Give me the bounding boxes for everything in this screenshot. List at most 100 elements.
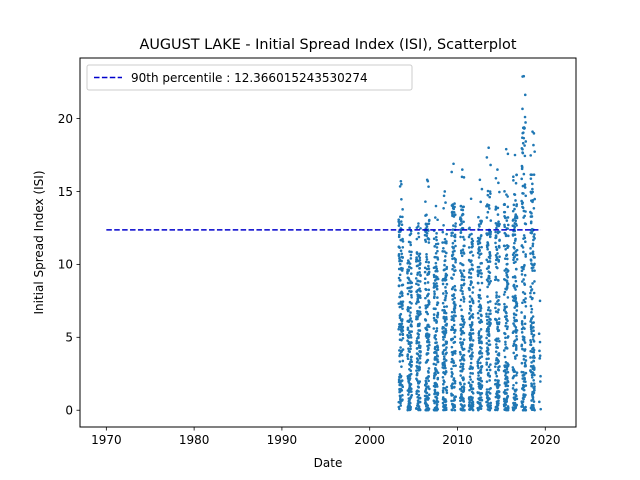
data-point xyxy=(471,286,475,289)
data-point xyxy=(515,248,519,252)
data-point xyxy=(418,368,421,371)
data-point xyxy=(468,268,471,272)
data-point xyxy=(485,388,489,391)
data-point xyxy=(435,320,439,323)
data-point xyxy=(480,187,484,191)
data-point xyxy=(504,364,508,367)
data-point xyxy=(398,349,401,352)
data-point xyxy=(450,367,453,371)
data-point xyxy=(469,378,472,381)
data-point xyxy=(426,312,430,316)
data-point xyxy=(442,330,446,333)
data-point xyxy=(436,360,440,364)
data-point xyxy=(498,230,501,234)
data-point xyxy=(406,281,410,285)
data-point xyxy=(461,168,464,171)
data-point xyxy=(436,407,440,411)
data-point xyxy=(512,283,516,287)
data-point xyxy=(514,219,517,223)
data-point xyxy=(425,225,429,228)
data-point xyxy=(489,321,492,325)
data-point xyxy=(521,347,524,351)
data-point xyxy=(410,285,413,289)
data-point xyxy=(531,315,535,318)
data-point xyxy=(488,260,492,263)
data-point xyxy=(521,291,525,294)
data-point xyxy=(451,286,455,289)
data-point xyxy=(452,246,455,249)
data-point xyxy=(531,395,535,399)
data-point xyxy=(494,245,498,249)
data-point xyxy=(504,340,507,344)
data-point xyxy=(524,222,528,226)
data-point xyxy=(488,277,491,280)
data-point xyxy=(504,234,508,238)
data-point xyxy=(398,295,402,299)
data-point xyxy=(401,348,405,351)
data-point xyxy=(408,377,412,380)
data-point xyxy=(442,326,445,329)
data-point xyxy=(410,330,413,333)
data-point xyxy=(419,344,422,348)
data-point xyxy=(459,337,462,341)
data-point xyxy=(476,251,480,255)
data-point xyxy=(444,403,448,407)
data-point xyxy=(498,339,501,343)
data-point xyxy=(487,146,490,149)
data-point xyxy=(459,251,463,255)
data-point xyxy=(452,207,456,211)
data-point xyxy=(417,235,421,239)
data-point xyxy=(436,301,440,305)
data-point xyxy=(435,341,438,344)
data-point xyxy=(445,282,449,286)
data-point xyxy=(488,379,491,382)
data-point xyxy=(505,327,509,331)
data-point xyxy=(504,321,508,325)
data-point xyxy=(479,297,482,300)
data-point xyxy=(459,352,462,356)
data-point xyxy=(410,355,413,359)
data-point xyxy=(418,310,422,314)
data-point xyxy=(462,252,466,255)
data-point xyxy=(418,258,422,262)
data-point xyxy=(515,371,519,374)
data-point xyxy=(480,379,484,383)
data-point xyxy=(434,251,438,255)
data-point xyxy=(488,271,492,274)
data-point xyxy=(435,403,439,406)
data-point xyxy=(514,313,518,317)
data-point xyxy=(523,283,527,286)
data-point xyxy=(397,267,401,271)
data-point xyxy=(444,359,448,362)
data-point xyxy=(471,299,475,303)
data-point xyxy=(503,302,506,306)
data-point xyxy=(452,273,456,276)
data-point xyxy=(522,172,526,176)
data-point xyxy=(441,241,444,244)
data-point xyxy=(504,374,507,377)
data-point xyxy=(478,241,482,245)
data-point xyxy=(497,329,501,332)
data-point xyxy=(477,265,481,269)
data-point xyxy=(443,298,447,302)
data-point xyxy=(453,335,457,339)
data-point xyxy=(480,351,484,355)
data-point xyxy=(451,393,455,397)
data-point xyxy=(425,391,429,395)
data-point xyxy=(418,262,422,265)
data-point xyxy=(471,301,475,305)
data-point xyxy=(453,233,457,237)
data-point xyxy=(409,241,412,244)
data-point xyxy=(486,189,490,193)
data-point xyxy=(477,374,480,377)
data-point xyxy=(410,250,413,254)
data-point xyxy=(523,263,526,267)
data-point xyxy=(444,315,448,319)
data-point xyxy=(399,404,403,407)
data-point xyxy=(529,285,533,289)
data-point xyxy=(441,376,445,379)
data-point xyxy=(451,382,455,385)
data-point xyxy=(514,346,518,350)
data-point xyxy=(494,278,498,281)
data-point xyxy=(408,226,411,230)
